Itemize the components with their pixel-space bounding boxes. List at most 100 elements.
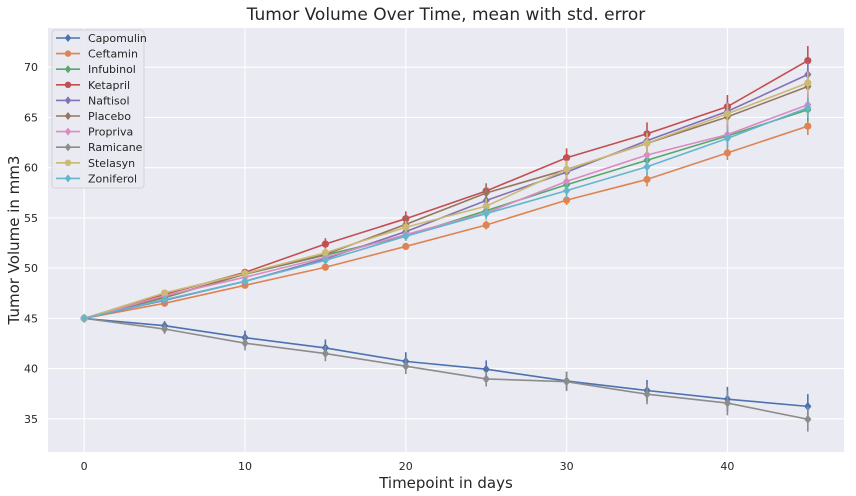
series-line-capomulin	[84, 317, 808, 408]
series-line-ceftamin	[84, 125, 809, 320]
data-point	[482, 374, 490, 384]
data-point	[804, 401, 812, 411]
series-line-zoniferol	[84, 107, 809, 320]
data-point	[402, 231, 410, 241]
legend-marker	[64, 112, 72, 120]
data-point	[643, 175, 651, 184]
legend-label: Stelasyn	[88, 157, 135, 170]
y-tick-label: 50	[24, 262, 38, 275]
series-line-ramicane	[84, 317, 808, 421]
data-point	[563, 377, 571, 387]
legend: Capomulin Ceftamin Infubinol Ketapril Naftis…	[51, 29, 147, 189]
legend-marker	[64, 81, 72, 89]
data-point	[160, 324, 169, 334]
legend-marker	[64, 127, 72, 136]
legend-label: Propriva	[88, 126, 133, 139]
data-point	[321, 249, 329, 257]
legend-marker	[64, 50, 72, 57]
chart-title: Tumor Volume Over Time, mean with std. e…	[246, 5, 646, 25]
y-tick-label: 40	[24, 363, 38, 376]
series-layer	[80, 45, 812, 432]
data-point	[160, 289, 169, 297]
data-point	[723, 149, 732, 157]
legend-item-zoniferol: Zoniferol	[56, 172, 137, 185]
data-point	[804, 414, 812, 424]
data-point	[804, 56, 812, 65]
x-tick-label: 0	[81, 460, 88, 473]
series-line-placebo	[83, 85, 809, 320]
data-point	[321, 263, 329, 271]
y-tick-label: 70	[24, 61, 38, 74]
legend-marker	[64, 143, 72, 152]
data-point	[563, 196, 571, 204]
legend-label: Capomulin	[88, 32, 147, 45]
data-point	[321, 349, 329, 359]
y-tick-label: 45	[24, 312, 38, 325]
data-point	[321, 240, 329, 248]
data-point	[804, 103, 812, 113]
data-point	[723, 110, 732, 118]
legend-item-ketapril: Ketapril	[56, 79, 130, 92]
series-zoniferol	[80, 97, 812, 323]
y-tick-label: 35	[24, 413, 38, 426]
legend-item-naftisol: Naftisol	[56, 94, 130, 107]
data-point	[563, 165, 571, 173]
data-point	[160, 295, 169, 305]
x-tick-labels: 0 10 20 30 40	[81, 460, 735, 473]
legend-label: Infubinol	[88, 63, 136, 76]
data-point	[241, 276, 249, 286]
series-line-propriva	[83, 104, 809, 320]
legend-marker	[64, 96, 72, 105]
data-point	[723, 133, 732, 143]
data-point	[643, 389, 651, 399]
legend-item-stelasyn: Stelasyn	[56, 157, 135, 170]
legend-marker	[64, 159, 72, 166]
legend-marker	[64, 34, 72, 42]
x-tick-label: 40	[720, 460, 734, 473]
legend-item-capomulin: Capomulin	[56, 32, 147, 45]
data-point	[643, 162, 651, 172]
x-tick-label: 30	[560, 460, 574, 473]
legend-marker	[64, 174, 72, 183]
legend-label: Zoniferol	[88, 172, 137, 185]
legend-label: Placebo	[88, 110, 131, 123]
data-point	[241, 269, 249, 278]
y-tick-label: 65	[24, 111, 38, 124]
data-point	[804, 79, 812, 87]
data-point	[402, 223, 410, 231]
data-point	[482, 209, 490, 219]
legend-item-infubinol: Infubinol	[56, 63, 136, 76]
legend-label: Ceftamin	[88, 48, 138, 61]
data-point	[482, 202, 490, 210]
x-tick-label: 20	[399, 460, 413, 473]
series-stelasyn	[80, 71, 812, 322]
data-point	[563, 154, 571, 162]
y-tick-label: 60	[24, 162, 38, 175]
legend-label: Ramicane	[88, 141, 143, 154]
legend-item-placebo: Placebo	[56, 110, 131, 123]
data-point	[563, 176, 571, 186]
legend-item-ceftamin: Ceftamin	[56, 48, 138, 61]
data-point	[804, 122, 812, 130]
data-point	[482, 188, 490, 198]
legend-marker	[64, 65, 72, 74]
data-point	[723, 398, 732, 408]
plot-area	[48, 28, 844, 452]
data-point	[80, 313, 88, 323]
x-tick-label: 10	[238, 460, 252, 473]
data-point	[482, 221, 490, 229]
y-tick-labels: 35 40 45 50 55 60 65 70	[24, 61, 38, 426]
data-point	[563, 186, 571, 196]
y-tick-label: 55	[24, 212, 38, 225]
data-point	[402, 242, 410, 251]
data-point	[321, 255, 329, 265]
y-axis-title: Tumor Volume in mm3	[5, 156, 23, 326]
legend-label: Ketapril	[88, 79, 130, 92]
legend-item-ramicane: Ramicane	[56, 141, 143, 154]
data-point	[402, 361, 410, 371]
data-point	[643, 150, 651, 160]
data-point	[643, 139, 651, 147]
series-line-stelasyn	[83, 82, 809, 320]
x-axis-title: Timepoint in days	[378, 474, 513, 492]
